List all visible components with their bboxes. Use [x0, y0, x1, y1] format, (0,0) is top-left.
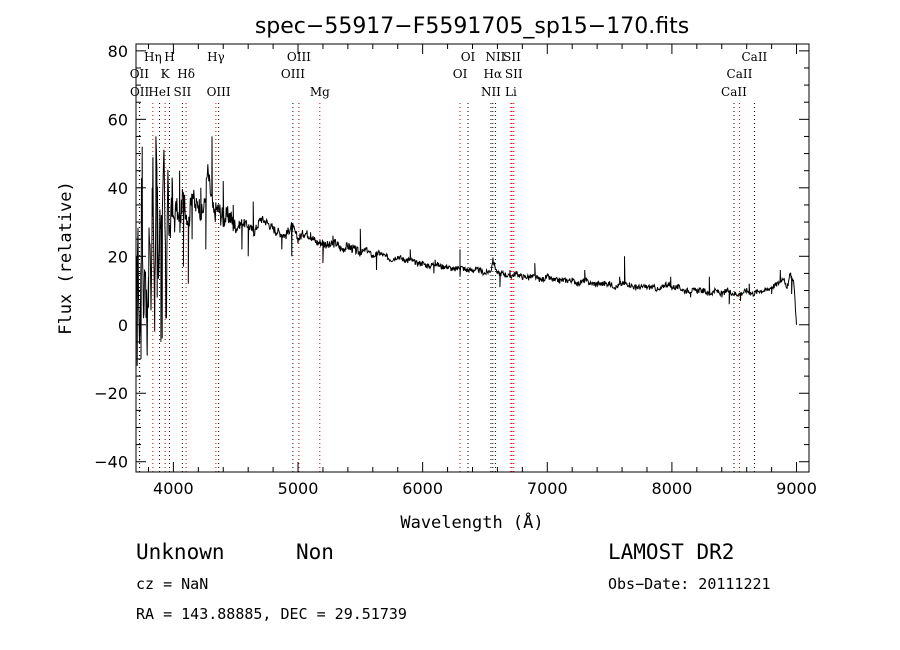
x-tick-label: 6000	[402, 479, 443, 498]
survey-name: LAMOST DR2	[608, 540, 735, 564]
x-tick-label: 7000	[527, 479, 568, 498]
line-label: NII	[485, 50, 505, 64]
spectrum-series	[135, 136, 797, 366]
line-label: Li	[505, 85, 517, 99]
line-label: OIII	[287, 50, 311, 64]
y-tick-label: 0	[118, 316, 128, 335]
chart-title: spec−55917−F5591705_sp15−170.fits	[255, 14, 689, 39]
x-axis: 4000 5000 6000 7000 8000 9000	[147, 44, 817, 498]
observation-date: Obs−Date: 20111221	[608, 575, 771, 593]
line-label: Hδ	[177, 67, 195, 81]
line-label: OII	[130, 85, 150, 99]
line-label: SII	[174, 85, 192, 99]
line-label: NII	[481, 85, 501, 99]
line-label: K	[161, 67, 171, 81]
x-tick-label: 5000	[278, 479, 319, 498]
line-label: OII	[130, 67, 150, 81]
line-label: OI	[453, 67, 468, 81]
y-tick-label: 20	[108, 247, 128, 266]
plot-frame	[135, 43, 810, 473]
line-label: Hη	[144, 50, 162, 64]
line-label: SII	[503, 50, 521, 64]
redshift-value: cz = NaN	[136, 575, 209, 593]
spectrum-line	[135, 136, 797, 366]
y-axis: −40 −20 0 20 40 60 80	[94, 42, 809, 472]
y-axis-label: Flux (relative)	[56, 181, 76, 335]
line-label: CaII	[721, 85, 747, 99]
coordinates: RA = 143.88885, DEC = 29.51739	[136, 605, 407, 623]
y-tick-label: 40	[108, 179, 128, 198]
object-class: Unknown	[136, 540, 225, 564]
y-tick-label: 80	[108, 42, 128, 61]
line-label: Hα	[484, 67, 503, 81]
line-markers: OII OII Hη HK HeI Hδ SII Hγ OIII OIII OIII Mg OI OI NI…	[130, 50, 768, 472]
x-axis-label: Wavelength (Å)	[400, 511, 543, 533]
x-tick-label: 8000	[652, 479, 693, 498]
line-label: SII	[505, 67, 523, 81]
x-tick-label: 4000	[153, 479, 194, 498]
line-label: OIII	[281, 67, 305, 81]
line-label: OI	[461, 50, 476, 64]
line-label: OIII	[207, 85, 231, 99]
line-label: CaII	[727, 67, 753, 81]
x-tick-label: 9000	[776, 479, 817, 498]
line-label: H	[164, 50, 174, 64]
object-subclass: Non	[296, 540, 334, 564]
line-label: Hγ	[207, 50, 225, 64]
line-label: CaII	[741, 50, 767, 64]
line-label: Mg	[310, 85, 330, 99]
line-label: HeI	[148, 85, 171, 99]
y-tick-label: −20	[94, 384, 128, 403]
y-tick-label: 60	[108, 110, 128, 129]
y-tick-label: −40	[94, 453, 128, 472]
